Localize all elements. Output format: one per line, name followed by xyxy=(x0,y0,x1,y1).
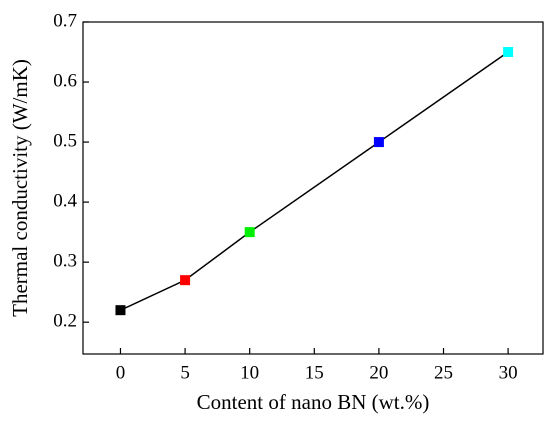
x-tick-label: 10 xyxy=(240,362,259,383)
x-tick-label: 5 xyxy=(180,362,190,383)
y-tick-label: 0.2 xyxy=(53,311,77,332)
x-tick-label: 20 xyxy=(369,362,388,383)
x-tick-label: 15 xyxy=(305,362,324,383)
y-axis-title: Thermal conductivity (W/mK) xyxy=(8,59,32,317)
x-axis-title: Content of nano BN (wt.%) xyxy=(197,390,430,414)
point-marker xyxy=(244,227,255,238)
point-marker xyxy=(373,137,384,148)
point-marker xyxy=(115,305,126,316)
point-marker xyxy=(180,275,191,286)
y-tick-label: 0.3 xyxy=(53,251,77,272)
plot-frame xyxy=(82,21,544,355)
x-tick-label: 25 xyxy=(434,362,453,383)
y-tick-label: 0.5 xyxy=(53,130,77,151)
y-tick-label: 0.7 xyxy=(53,10,77,31)
x-tick-label: 0 xyxy=(116,362,126,383)
y-tick-label: 0.6 xyxy=(53,70,77,91)
point-marker xyxy=(503,47,514,58)
y-tick-label: 0.4 xyxy=(53,190,77,211)
x-tick-label: 30 xyxy=(499,362,518,383)
series-line xyxy=(120,51,509,311)
